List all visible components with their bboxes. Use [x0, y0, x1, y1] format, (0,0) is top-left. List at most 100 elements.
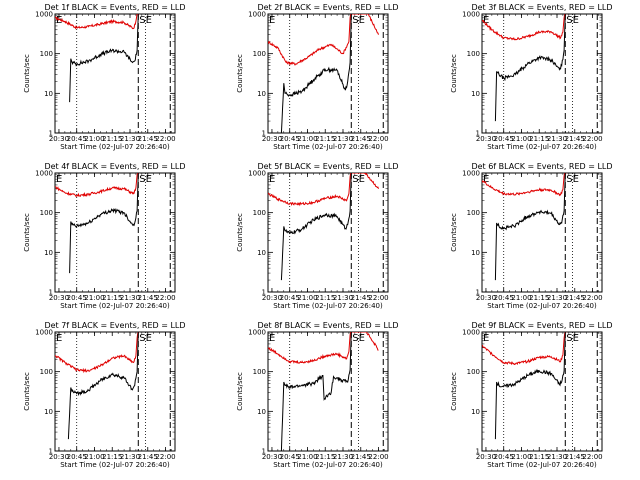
- x-tick-label: 21:00: [84, 135, 104, 143]
- x-tick-label: 20:30: [476, 453, 496, 461]
- y-tick-label: 1000: [462, 11, 480, 19]
- x-axis-title: Start Time (02-Jul-07 20:26:40): [60, 302, 170, 310]
- lld-series-line: [482, 173, 567, 197]
- x-tick-label: 21:15: [529, 294, 549, 302]
- y-tick-label: 10: [44, 90, 53, 98]
- x-tick-label: 21:30: [120, 453, 140, 461]
- x-tick-label: 20:45: [280, 453, 300, 461]
- event-marker-label: E: [269, 174, 275, 185]
- x-tick-label: 22:00: [582, 135, 602, 143]
- x-tick-label: 21:00: [511, 294, 531, 302]
- y-tick-label: 100: [40, 209, 53, 217]
- y-tick-label: 100: [467, 50, 480, 58]
- plot-frame: [267, 331, 389, 452]
- x-tick-label: 21:45: [351, 453, 371, 461]
- x-tick-label: 21:45: [565, 135, 585, 143]
- y-tick-label: 100: [467, 368, 480, 376]
- x-tick-label: 20:45: [67, 135, 87, 143]
- y-axis-title: Counts/sec: [236, 54, 244, 93]
- y-tick-label: 10: [257, 90, 266, 98]
- event-marker-label: E: [56, 333, 62, 344]
- events-series-line: [280, 332, 352, 451]
- y-tick-label: 10: [471, 90, 480, 98]
- data-area: [482, 173, 567, 281]
- x-tick-label: 21:30: [547, 453, 567, 461]
- chart-panel: Det 6f BLACK = Events, RED = LLD 1 10 100 10…: [450, 162, 613, 310]
- chart-title: Det 7f BLACK = Events, RED = LLD: [44, 321, 185, 330]
- x-axis-title: Start Time (02-Jul-07 20:26:40): [273, 302, 383, 310]
- chart-title: Det 8f BLACK = Events, RED = LLD: [257, 321, 398, 330]
- x-axis-title: Start Time (02-Jul-07 20:26:40): [487, 302, 597, 310]
- x-tick-label: 21:45: [351, 294, 371, 302]
- y-tick-label: 10: [257, 408, 266, 416]
- plot-frame: [54, 13, 176, 134]
- chart-panel: Det 8f BLACK = Events, RED = LLD 1 10 100 10…: [236, 321, 399, 469]
- y-axis-title: Counts/sec: [450, 372, 458, 411]
- x-axis-title: Start Time (02-Jul-07 20:26:40): [273, 461, 383, 469]
- x-tick-label: 21:45: [138, 135, 158, 143]
- x-tick-label: 21:15: [315, 453, 335, 461]
- data-area: [268, 332, 379, 451]
- event-marker-label: E: [269, 15, 275, 26]
- events-series-line: [494, 14, 566, 122]
- x-tick-label: 21:30: [333, 294, 353, 302]
- chart-title: Det 9f BLACK = Events, RED = LLD: [471, 321, 612, 330]
- y-tick-label: 1000: [462, 329, 480, 337]
- event-marker-label: E: [56, 174, 62, 185]
- x-tick-label: 21:00: [511, 453, 531, 461]
- x-axis-title: Start Time (02-Jul-07 20:26:40): [487, 461, 597, 469]
- lld-series-line: [55, 173, 140, 198]
- y-tick-label: 1: [49, 130, 53, 138]
- x-tick-label: 22:00: [582, 294, 602, 302]
- y-tick-label: 10: [44, 408, 53, 416]
- y-tick-label: 10: [44, 249, 53, 257]
- x-tick-label: 21:00: [84, 294, 104, 302]
- x-tick-label: 21:15: [529, 135, 549, 143]
- y-tick-label: 10: [471, 249, 480, 257]
- x-tick-label: 21:15: [529, 453, 549, 461]
- y-tick-label: 1: [476, 130, 480, 138]
- event-marker-label: E: [269, 333, 275, 344]
- x-tick-label: 20:45: [67, 294, 87, 302]
- y-tick-label: 100: [40, 50, 53, 58]
- x-tick-label: 21:30: [547, 135, 567, 143]
- y-tick-label: 1000: [248, 11, 266, 19]
- x-axis-title: Start Time (02-Jul-07 20:26:40): [60, 143, 170, 151]
- event-marker-label: E: [56, 15, 62, 26]
- y-tick-label: 10: [257, 249, 266, 257]
- x-tick-label: 21:30: [333, 453, 353, 461]
- y-tick-label: 100: [467, 209, 480, 217]
- x-tick-label: 21:15: [102, 135, 122, 143]
- lld-series-line: [268, 332, 379, 364]
- y-tick-label: 1000: [35, 11, 53, 19]
- chart-panel: Det 4f BLACK = Events, RED = LLD 1 10 100 10…: [23, 162, 186, 310]
- chart-title: Det 2f BLACK = Events, RED = LLD: [257, 3, 398, 12]
- lld-series-line: [268, 173, 379, 207]
- x-tick-label: 22:00: [155, 294, 175, 302]
- data-area: [55, 332, 140, 440]
- x-tick-label: 21:00: [297, 135, 317, 143]
- events-series-line: [69, 173, 139, 274]
- x-tick-label: 20:30: [49, 453, 69, 461]
- y-axis-title: Counts/sec: [23, 213, 31, 252]
- x-tick-label: 21:15: [315, 294, 335, 302]
- x-tick-label: 20:45: [494, 135, 514, 143]
- x-tick-label: 21:30: [120, 135, 140, 143]
- chart-panel: Det 5f BLACK = Events, RED = LLD 1 10 100 10…: [236, 162, 399, 310]
- x-tick-label: 21:45: [138, 294, 158, 302]
- data-area: [55, 173, 140, 274]
- chart-title: Det 1f BLACK = Events, RED = LLD: [44, 3, 185, 12]
- x-tick-label: 22:00: [368, 453, 388, 461]
- events-series-line: [494, 173, 566, 281]
- data-area: [268, 14, 379, 133]
- x-axis-title: Start Time (02-Jul-07 20:26:40): [60, 461, 170, 469]
- chart-panel: Det 9f BLACK = Events, RED = LLD 1 10 100 10…: [450, 321, 613, 469]
- events-series-line: [69, 14, 139, 103]
- x-tick-label: 21:15: [315, 135, 335, 143]
- x-tick-label: 21:00: [511, 135, 531, 143]
- y-tick-label: 1000: [248, 329, 266, 337]
- y-tick-label: 100: [253, 50, 266, 58]
- y-tick-label: 1: [49, 289, 53, 297]
- data-area: [55, 14, 140, 103]
- plot-frame: [54, 172, 176, 293]
